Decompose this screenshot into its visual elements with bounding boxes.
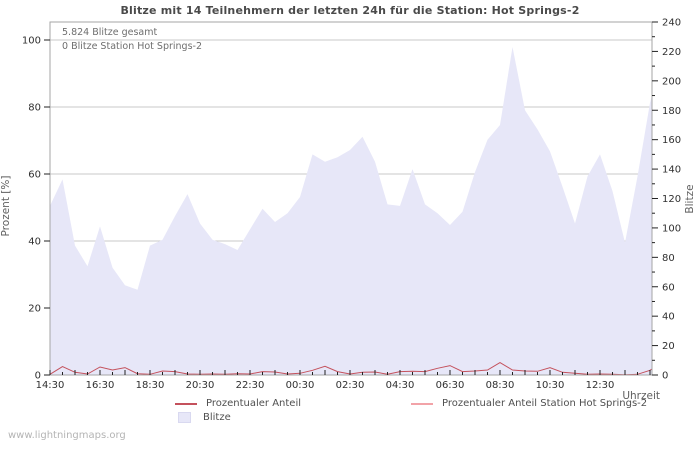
right-tick-label: 160 xyxy=(662,135,681,146)
blitze-area-series xyxy=(50,47,652,375)
annotation-total-blitze: 5.824 Blitze gesamt xyxy=(62,27,158,38)
legend-label-pct-station: Prozentualer Anteil Station Hot Springs-… xyxy=(442,398,648,409)
x-tick-label: 14:30 xyxy=(36,380,65,391)
legend-label-pct: Prozentualer Anteil xyxy=(206,398,302,409)
x-tick-label: 20:30 xyxy=(186,380,215,391)
x-tick-label: 00:30 xyxy=(286,380,315,391)
pct-line-series xyxy=(49,362,653,376)
right-tick-label: 180 xyxy=(662,106,681,117)
x-tick-label: 12:30 xyxy=(586,380,615,391)
right-tick-label: 200 xyxy=(662,76,681,87)
y-axis-label-right: Blitze xyxy=(684,184,696,214)
x-tick-label: 18:30 xyxy=(136,380,165,391)
right-tick-label: 120 xyxy=(662,194,681,205)
left-tick-label: 80 xyxy=(28,103,41,114)
x-tick-label: 06:30 xyxy=(436,380,465,391)
y-axis-label-left: Prozent [%] xyxy=(0,175,12,237)
x-tick-label: 02:30 xyxy=(336,380,365,391)
x-tick-label: 08:30 xyxy=(486,380,515,391)
x-tick-label: 22:30 xyxy=(236,380,265,391)
right-tick-label: 0 xyxy=(662,371,668,382)
legend-label-blitze: Blitze xyxy=(203,412,231,423)
right-tick-label: 60 xyxy=(662,282,675,293)
pct-line-swatch xyxy=(175,402,197,405)
x-axis-label: Uhrzeit xyxy=(622,390,660,402)
x-tick-label: 04:30 xyxy=(386,380,415,391)
right-tick-label: 140 xyxy=(662,165,681,176)
right-tick-label: 80 xyxy=(662,253,675,264)
legend-item-pct: Prozentualer Anteil xyxy=(175,398,327,409)
watermark-link[interactable]: www.lightningmaps.org xyxy=(8,430,126,441)
right-tick-label: 220 xyxy=(662,47,681,58)
left-tick-label: 20 xyxy=(28,304,41,315)
right-tick-label: 240 xyxy=(662,18,681,29)
right-tick-label: 100 xyxy=(662,223,681,234)
x-tick-label: 10:30 xyxy=(536,380,565,391)
x-tick-label: 16:30 xyxy=(86,380,115,391)
left-tick-label: 60 xyxy=(28,170,41,181)
left-tick-label: 40 xyxy=(28,237,41,248)
blitze-area-swatch xyxy=(178,412,191,423)
right-tick-label: 20 xyxy=(662,341,675,352)
annotation-station-blitze: 0 Blitze Station Hot Springs-2 xyxy=(62,41,203,52)
left-tick-label: 0 xyxy=(35,371,41,382)
chart-title: Blitze mit 14 Teilnehmern der letzten 24… xyxy=(120,4,580,17)
legend-row-1: Prozentualer Anteil Prozentualer Anteil … xyxy=(175,398,673,409)
right-tick-label: 40 xyxy=(662,312,675,323)
left-tick-label: 100 xyxy=(22,36,41,47)
pct-station-line-swatch xyxy=(411,402,434,405)
legend-row-2: Blitze xyxy=(178,412,257,423)
legend-item-pct-station: Prozentualer Anteil Station Hot Springs-… xyxy=(327,398,673,409)
